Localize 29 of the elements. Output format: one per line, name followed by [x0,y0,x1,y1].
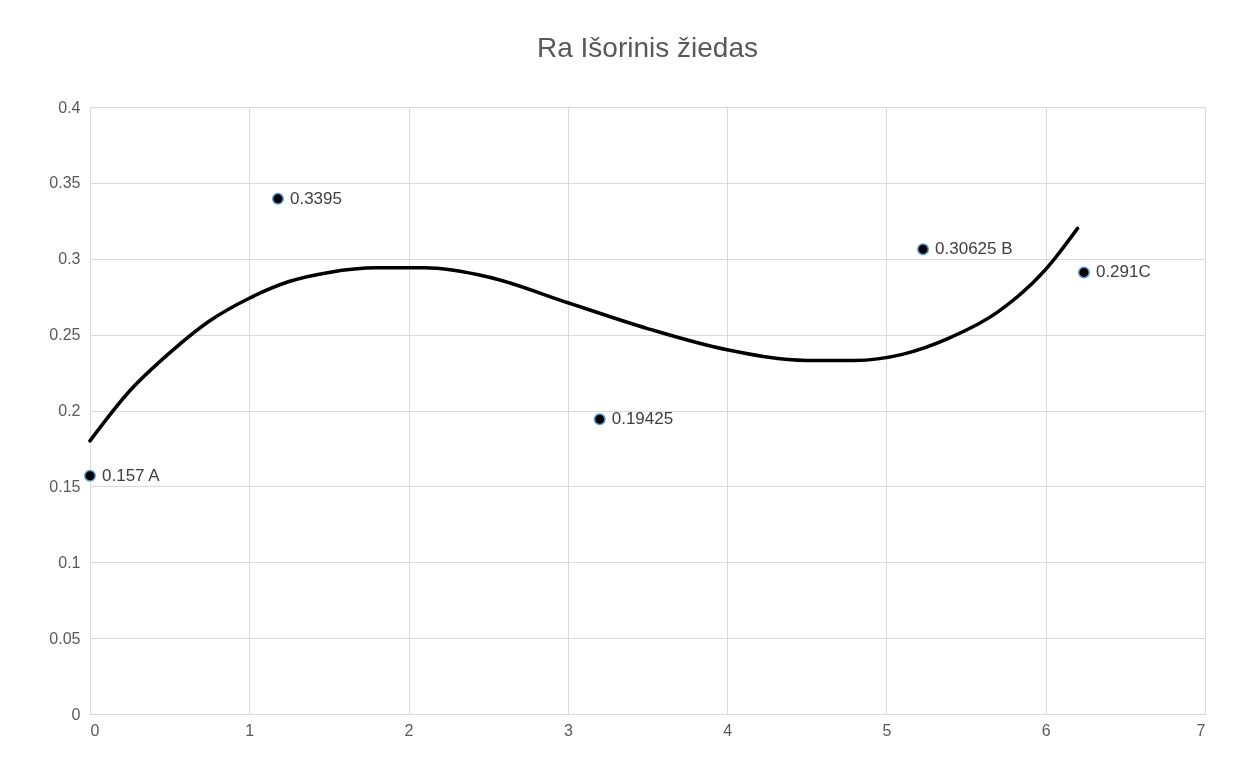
x-tick-label: 2 [404,721,414,739]
data-label: 0.19425 [611,409,674,429]
y-tick-label: 0.4 [58,98,81,116]
y-tick-label: 0.3 [58,250,81,268]
chart-title: Ra Išorinis žiedas [537,32,758,63]
y-tick-label: 0.25 [49,326,81,344]
x-tick-label: 1 [245,721,255,739]
y-tick-label: 0.35 [49,174,81,192]
x-tick-label: 4 [723,721,733,739]
y-tick-label: 0.15 [49,477,81,495]
y-tick-label: 0.1 [58,553,81,571]
point [271,192,284,205]
x-tick-label: 6 [1041,721,1051,739]
point [1077,266,1090,279]
x-tick-label: 3 [563,721,573,739]
x-tick-label: 0 [90,721,100,739]
line-series [88,226,1080,443]
data-label: 0.157 A [102,465,161,485]
x-tick-label: 5 [882,721,892,739]
data-label: 0.30625 B [935,239,1013,259]
y-tick-label: 0.2 [58,402,81,419]
point [84,469,96,482]
point [917,243,930,256]
x-tick-label: 7 [1196,721,1206,739]
y-tick-label: 0 [71,705,81,723]
point [593,413,606,426]
data-label: 0.3395 [289,188,342,208]
data-label: 0.291C [1095,262,1151,282]
y-tick-label: 0.05 [49,629,81,647]
